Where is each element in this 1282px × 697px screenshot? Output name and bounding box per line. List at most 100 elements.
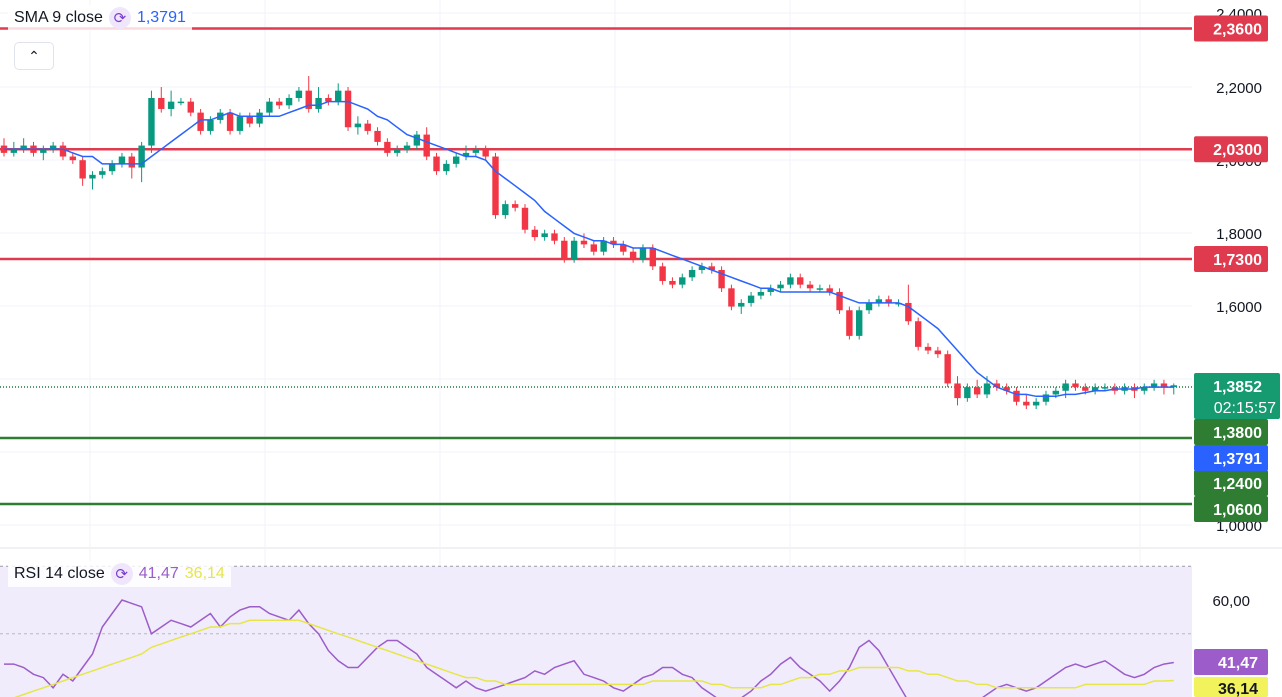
candle-body xyxy=(688,270,696,278)
candle-body xyxy=(914,321,922,347)
candle-body xyxy=(964,387,971,399)
candle-body xyxy=(708,266,715,270)
candle-body xyxy=(295,90,303,98)
candle-body xyxy=(561,240,568,260)
candle-body xyxy=(482,149,489,157)
sma-label: 1,3791 xyxy=(1213,451,1262,468)
price-axis[interactable]: 2,40002,20002,00001,80001,60001,00002,36… xyxy=(1194,6,1280,697)
rsi-legend[interactable]: RSI 14 close ⟳ 41,47 36,14 xyxy=(8,561,231,587)
candle-body xyxy=(335,90,342,102)
candle-body xyxy=(246,116,253,124)
candle-body xyxy=(787,277,794,285)
candle-body xyxy=(1150,383,1158,388)
candle-body xyxy=(610,240,617,245)
candle-body xyxy=(846,310,853,336)
candle-body xyxy=(256,112,263,124)
candle-body xyxy=(1091,387,1099,391)
chevron-up-icon: ⌃ xyxy=(28,47,40,64)
candle-body xyxy=(600,240,607,252)
candle-body xyxy=(285,97,293,106)
candle-body xyxy=(443,163,450,172)
candle-body xyxy=(728,288,735,307)
candle-body xyxy=(236,116,244,131)
rsi-pane xyxy=(0,565,1192,697)
rsi-signal-box xyxy=(1194,677,1268,697)
candle-body xyxy=(698,266,706,270)
candle-body xyxy=(679,277,686,285)
candle-body xyxy=(777,284,784,289)
candle-body xyxy=(305,90,312,109)
candle-body xyxy=(826,288,833,292)
candle-body xyxy=(207,119,214,131)
rsi-signal-label: 36,14 xyxy=(1218,681,1258,697)
candle-body xyxy=(187,101,194,113)
candle-body xyxy=(472,149,480,153)
collapse-legend-button[interactable]: ⌃ xyxy=(14,42,54,70)
sma-legend[interactable]: SMA 9 close ⟳ 1,3791 xyxy=(8,5,192,31)
candle-body xyxy=(413,134,421,146)
candle-body xyxy=(374,130,381,142)
candle-body xyxy=(1062,383,1069,391)
candle-body xyxy=(993,383,1001,388)
last-price-box xyxy=(1194,373,1280,419)
candle-body xyxy=(1003,387,1010,391)
candle-body xyxy=(266,101,273,113)
candle-body xyxy=(462,152,470,157)
rsi-value-label: 41,47 xyxy=(1218,655,1258,672)
candle-body xyxy=(177,101,185,104)
candle-body xyxy=(856,310,863,336)
resistance-label: 2,3600 xyxy=(1213,21,1262,38)
sma-legend-value: 1,3791 xyxy=(136,9,186,26)
candle-body xyxy=(1032,401,1040,406)
candle-body xyxy=(354,123,362,128)
candle-body xyxy=(620,244,627,252)
rsi-line xyxy=(4,599,1174,697)
candle-body xyxy=(738,302,745,307)
price-tick-label: 2,2000 xyxy=(1216,80,1262,97)
candle-body xyxy=(344,90,352,128)
candle-body xyxy=(59,145,67,157)
candle-body xyxy=(364,123,371,131)
candle-body xyxy=(325,97,332,102)
resistance-label: 2,0300 xyxy=(1213,142,1262,159)
candle-body xyxy=(905,302,912,322)
resistance-label-box xyxy=(1194,15,1268,42)
refresh-icon[interactable]: ⟳ xyxy=(108,7,131,29)
candle-body xyxy=(384,141,391,153)
candle-body xyxy=(1013,390,1020,402)
candle-body xyxy=(659,266,666,281)
refresh-icon[interactable]: ⟳ xyxy=(110,563,133,585)
candle-body xyxy=(531,229,539,238)
candle-body xyxy=(983,383,991,395)
candle-body xyxy=(836,291,843,311)
candle-body xyxy=(718,270,725,289)
price-tick-label: 1,6000 xyxy=(1216,299,1262,316)
candle-body xyxy=(669,280,676,285)
candle-body xyxy=(944,354,951,384)
candle-body xyxy=(452,156,460,164)
candle-body xyxy=(1160,383,1168,388)
candle-body xyxy=(816,288,824,290)
rsi-legend-value: 41,47 xyxy=(138,565,179,582)
candle-body xyxy=(865,302,873,311)
candle-body xyxy=(226,112,234,131)
rsi-signal-line xyxy=(14,619,1174,697)
candle-body xyxy=(40,149,47,153)
candle-body xyxy=(1023,401,1030,406)
candle-body xyxy=(1042,394,1050,402)
candle-body xyxy=(570,240,578,260)
candle-body xyxy=(394,149,401,153)
candle-body xyxy=(541,233,548,238)
candle-body xyxy=(69,156,77,161)
resistance-label-box xyxy=(1194,246,1268,273)
candle-body xyxy=(276,101,283,106)
candle-body xyxy=(973,387,981,395)
resistance-label-box xyxy=(1194,136,1268,163)
candle-body xyxy=(629,251,637,260)
support-label: 1,0600 xyxy=(1213,502,1262,519)
price-tick-label: 1,8000 xyxy=(1216,226,1262,243)
candle-body xyxy=(49,145,57,150)
candle-body xyxy=(403,145,411,150)
